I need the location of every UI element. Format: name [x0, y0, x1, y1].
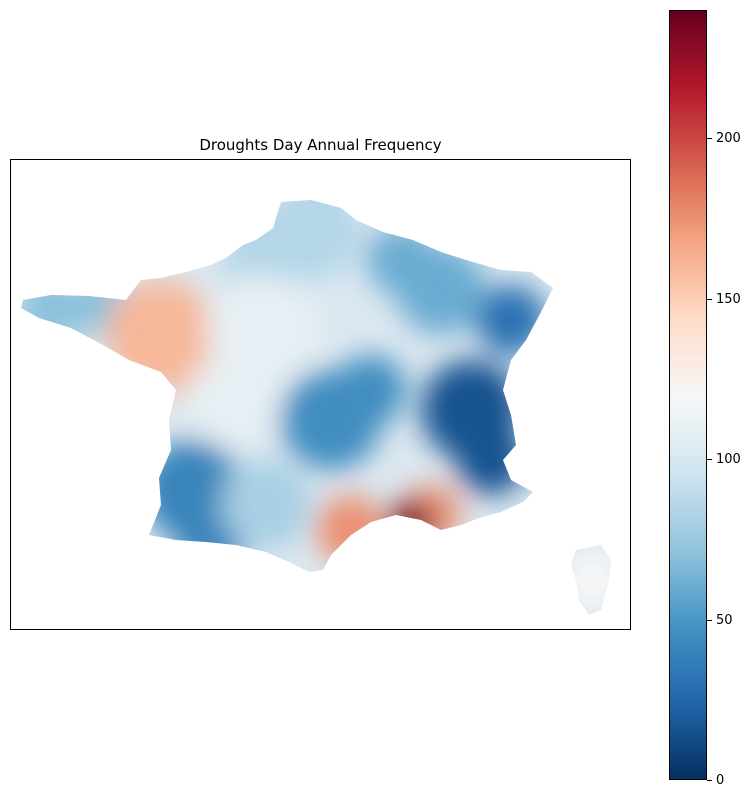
region-rh-ne-alpes — [456, 425, 526, 495]
region-corse — [563, 550, 611, 610]
region-provence — [389, 500, 433, 544]
colorbar-tick-label: 100 — [716, 452, 741, 468]
plot-title: Droughts Day Annual Frequency — [199, 136, 442, 154]
region-centre — [186, 355, 276, 445]
colorbar-tick-label: 150 — [716, 291, 741, 307]
region-languedoc — [316, 495, 386, 565]
colorbar-tick-label: 200 — [716, 131, 741, 147]
choropleth-map — [21, 200, 611, 615]
colorbar-tick — [707, 780, 712, 781]
region-lorraine — [366, 225, 436, 295]
map-frame — [10, 159, 631, 630]
region-auvergne — [336, 355, 406, 425]
colorbar-tick-label: 50 — [716, 612, 733, 628]
colorbar-tick — [707, 298, 712, 300]
colorbar-tick — [707, 459, 712, 461]
colorbar — [669, 10, 707, 780]
region-midi-pyr-n-es — [221, 460, 311, 550]
colorbar-tick — [707, 619, 712, 621]
colorbar-tick-label: 0 — [716, 773, 725, 788]
region-alsace — [476, 285, 546, 355]
colorbar-tick — [707, 138, 712, 140]
